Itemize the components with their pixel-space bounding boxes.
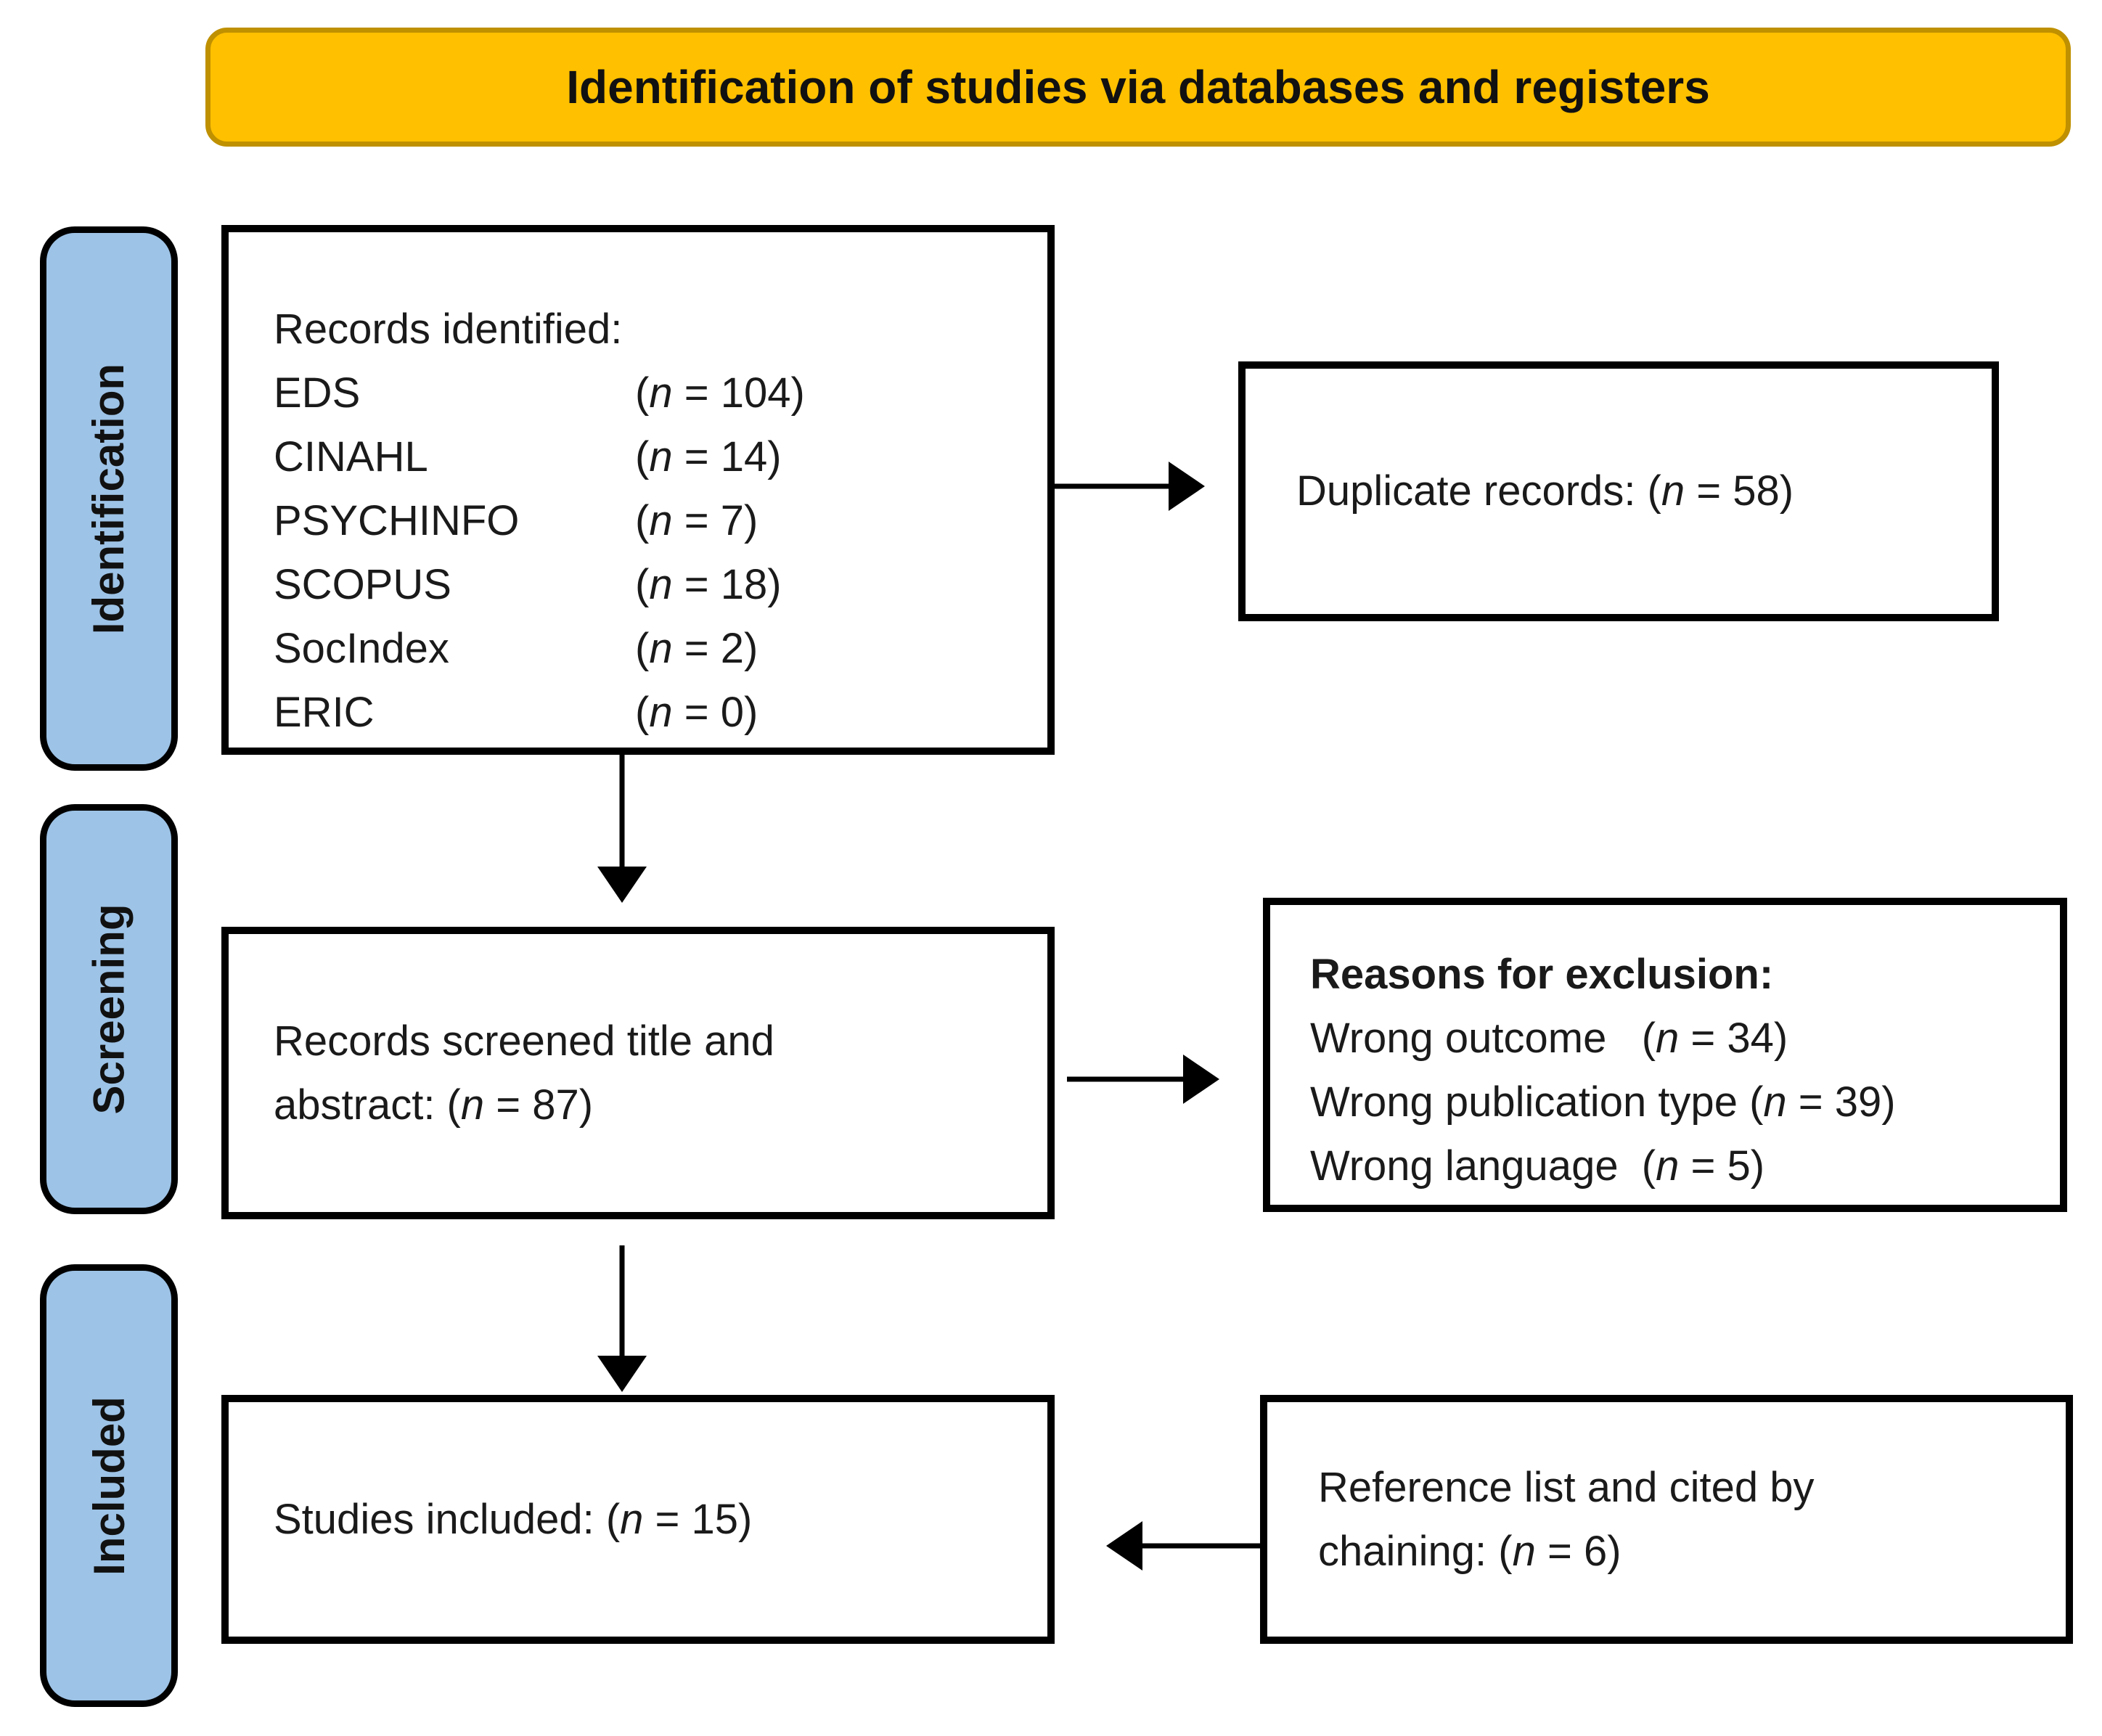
arrow-identified-to-duplicates: [1055, 462, 1205, 511]
reason-row: Wrong language (n = 5): [1310, 1142, 1765, 1190]
duplicate-records-text: Duplicate records: (n = 58): [1296, 467, 1794, 515]
stage-label-screening: Screening: [40, 804, 178, 1214]
arrow-identified-to-screened: [597, 755, 647, 903]
source-label: CINAHL: [274, 433, 428, 480]
source-count: (n = 7): [635, 497, 758, 544]
reason-row: Wrong outcome (n = 34): [1310, 1015, 1788, 1062]
source-label: SocIndex: [274, 625, 449, 672]
stage-label-included: Included: [40, 1264, 178, 1707]
reasons-heading: Reasons for exclusion:: [1310, 951, 1774, 998]
stage-label-identification: Identification: [40, 226, 178, 771]
reference-chaining-box: Reference list and cited by chaining: (n…: [1260, 1395, 2073, 1644]
source-label: ERIC: [274, 689, 375, 736]
duplicate-records-box: Duplicate records: (n = 58): [1238, 361, 1999, 621]
source-count: (n = 2): [635, 625, 758, 672]
source-count: (n = 14): [635, 433, 782, 480]
arrow-screened-to-included: [597, 1245, 647, 1392]
stage-label-included-text: Included: [84, 1396, 134, 1576]
source-count: (n = 104): [635, 369, 805, 417]
records-identified-box: Records identified: EDS (n = 104) CINAHL…: [221, 225, 1055, 755]
reasons-for-exclusion-box: Reasons for exclusion: Wrong outcome (n …: [1263, 898, 2067, 1212]
reference-chaining-text: Reference list and cited by chaining: (n…: [1318, 1463, 1815, 1575]
source-label: PSYCHINFO: [274, 497, 520, 544]
records-identified-heading: Records identified:: [274, 306, 623, 353]
studies-included-box: Studies included: (n = 15): [221, 1395, 1055, 1644]
source-label: SCOPUS: [274, 561, 451, 608]
records-screened-box: Records screened title and abstract: (n …: [221, 927, 1055, 1219]
studies-included-text: Studies included: (n = 15): [274, 1495, 753, 1543]
source-count: (n = 0): [635, 689, 758, 736]
stage-label-identification-text: Identification: [84, 363, 134, 634]
records-screened-text: Records screened title and abstract: (n …: [274, 1017, 774, 1129]
records-identified-list: Records identified: EDS (n = 104) CINAHL…: [274, 298, 1018, 745]
diagram-title: Identification of studies via databases …: [566, 61, 1710, 113]
source-label: EDS: [274, 369, 361, 417]
reason-row: Wrong publication type (n = 39): [1310, 1078, 1896, 1126]
arrow-reference-to-included: [1106, 1521, 1260, 1571]
source-count: (n = 18): [635, 561, 782, 608]
stage-label-screening-text: Screening: [84, 904, 134, 1115]
arrow-screened-to-reasons: [1067, 1055, 1219, 1104]
title-banner: Identification of studies via databases …: [205, 28, 2071, 147]
